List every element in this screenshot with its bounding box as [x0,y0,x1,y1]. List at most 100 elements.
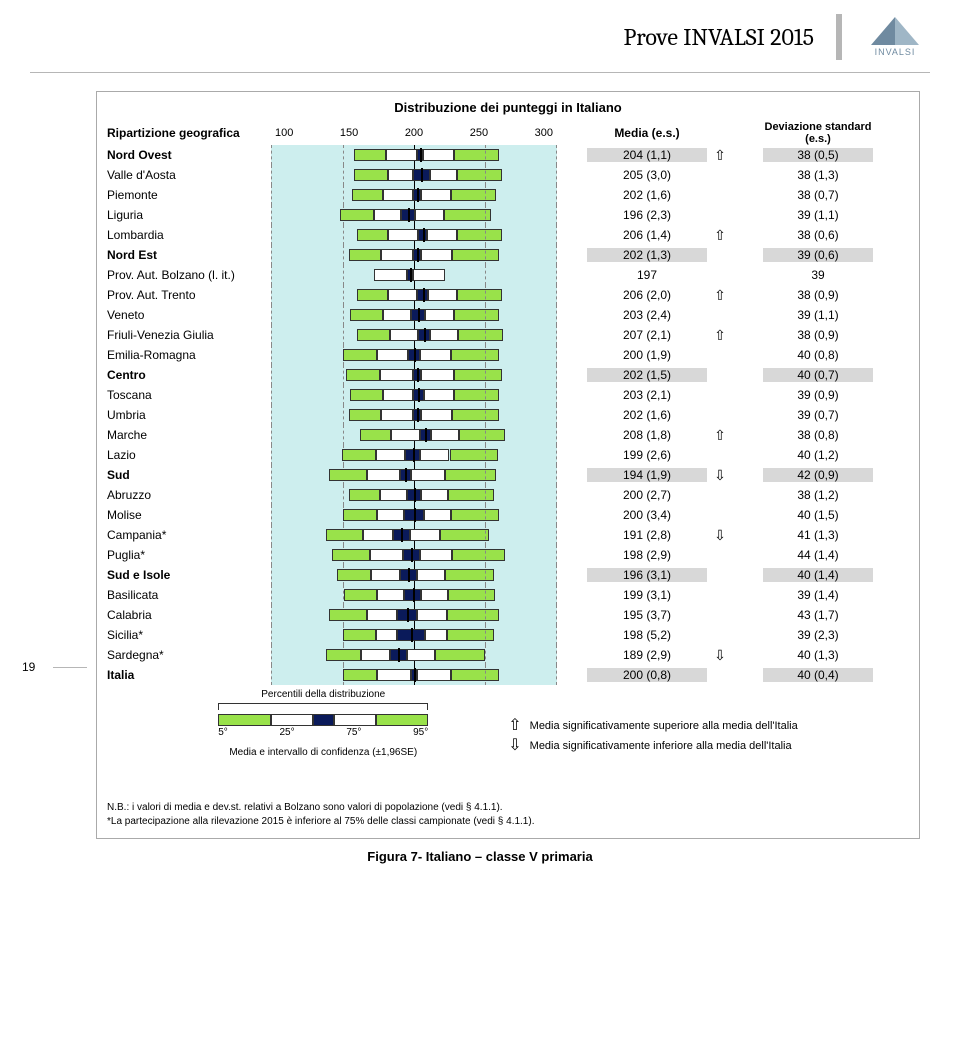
box-plot [272,508,556,522]
logo-text: INVALSI [875,47,916,57]
dev-value: 38 (0,8) [763,428,873,442]
region-label: Campania* [107,527,271,543]
media-value: 206 (2,0) [587,288,707,302]
region-label: Umbria [107,407,271,423]
dev-value: 39 (0,7) [763,408,873,422]
arrow-up-icon: ⇧ [707,328,733,342]
box-plot [272,568,556,582]
data-row: Puglia*198 (2,9)44 (1,4) [107,545,909,565]
data-row: Toscana203 (2,1)39 (0,9) [107,385,909,405]
axis-tick: 250 [470,127,488,139]
margin-rule [53,667,87,668]
media-value: 198 (2,9) [587,548,707,562]
region-label: Abruzzo [107,487,271,503]
dev-value: 39 (2,3) [763,628,873,642]
dev-value: 39 (1,4) [763,588,873,602]
region-label: Lazio [107,447,271,463]
media-value: 203 (2,4) [587,308,707,322]
dev-value: 43 (1,7) [763,608,873,622]
data-row: Sud194 (1,9)⇩42 (0,9) [107,465,909,485]
media-value: 196 (3,1) [587,568,707,582]
dev-value: 38 (0,7) [763,188,873,202]
media-value: 200 (2,7) [587,488,707,502]
media-value: 194 (1,9) [587,468,707,482]
box-plot [272,368,556,382]
dev-value: 38 (0,9) [763,328,873,342]
box-plot [272,288,556,302]
data-row: Lazio199 (2,6)40 (1,2) [107,445,909,465]
box-plot [272,488,556,502]
region-label: Basilicata [107,587,271,603]
region-label: Molise [107,507,271,523]
region-label: Marche [107,427,271,443]
box-plot [272,188,556,202]
box-plot [272,208,556,222]
media-value: 189 (2,9) [587,648,707,662]
page-title: Prove INVALSI 2015 [623,23,814,51]
header-label: Ripartizione geografica [107,126,271,140]
legend: Percentili della distribuzione 5°25°75°9… [107,703,909,828]
dev-value: 39 (0,6) [763,248,873,262]
dev-value: 39 [763,268,873,282]
region-label: Valle d'Aosta [107,167,271,183]
media-value: 195 (3,7) [587,608,707,622]
box-plot [272,428,556,442]
media-value: 198 (5,2) [587,628,707,642]
axis-tick: 150 [340,127,358,139]
data-row: Nord Est202 (1,3)39 (0,6) [107,245,909,265]
media-value: 197 [587,268,707,282]
dev-value: 38 (0,9) [763,288,873,302]
chart-rows: Nord Ovest204 (1,1)⇧38 (0,5)Valle d'Aost… [107,145,909,685]
media-value: 196 (2,3) [587,208,707,222]
region-label: Liguria [107,207,271,223]
dev-value: 38 (0,5) [763,148,873,162]
header-media: Media (e.s.) [587,126,707,140]
legend-up-text: Media significativamente superiore alla … [530,720,798,732]
arrow-up-icon: ⇧ [707,228,733,242]
media-value: 202 (1,5) [587,368,707,382]
box-plot [272,668,556,682]
arrow-up-icon: ⇧ [707,428,733,442]
media-value: 191 (2,8) [587,528,707,542]
box-plot [272,348,556,362]
data-row: Prov. Aut. Trento206 (2,0)⇧38 (0,9) [107,285,909,305]
dev-value: 41 (1,3) [763,528,873,542]
axis-tick: 100 [275,127,293,139]
axis-ticks: 100150200250300 [271,127,557,139]
region-label: Calabria [107,607,271,623]
media-value: 206 (1,4) [587,228,707,242]
box-plot [272,268,556,282]
dev-value: 40 (1,5) [763,508,873,522]
figure-frame: Distribuzione dei punteggi in Italiano R… [96,91,920,839]
dev-value: 39 (0,9) [763,388,873,402]
data-row: Italia200 (0,8)40 (0,4) [107,665,909,685]
media-value: 204 (1,1) [587,148,707,162]
region-label: Prov. Aut. Trento [107,287,271,303]
data-row: Friuli-Venezia Giulia207 (2,1)⇧38 (0,9) [107,325,909,345]
data-row: Abruzzo200 (2,7)38 (1,2) [107,485,909,505]
box-plot [272,628,556,642]
box-plot [272,448,556,462]
media-value: 199 (2,6) [587,448,707,462]
page-number: 19 [0,660,43,674]
axis-tick: 300 [535,127,553,139]
region-label: Sud e Isole [107,567,271,583]
box-plot [272,588,556,602]
data-row: Veneto203 (2,4)39 (1,1) [107,305,909,325]
box-plot [272,648,556,662]
header-dev: Deviazione standard (e.s.) [763,121,873,145]
data-row: Lombardia206 (1,4)⇧38 (0,6) [107,225,909,245]
dev-value: 40 (0,7) [763,368,873,382]
box-plot [272,308,556,322]
box-plot [272,228,556,242]
region-label: Italia [107,667,271,683]
dev-value: 38 (1,3) [763,168,873,182]
box-plot [272,168,556,182]
region-label: Prov. Aut. Bolzano (l. it.) [107,267,271,283]
header-rule [30,72,930,73]
region-label: Lombardia [107,227,271,243]
region-label: Nord Est [107,247,271,263]
data-row: Marche208 (1,8)⇧38 (0,8) [107,425,909,445]
media-value: 200 (3,4) [587,508,707,522]
data-row: Calabria 195 (3,7) 43 (1,7) [107,605,909,625]
